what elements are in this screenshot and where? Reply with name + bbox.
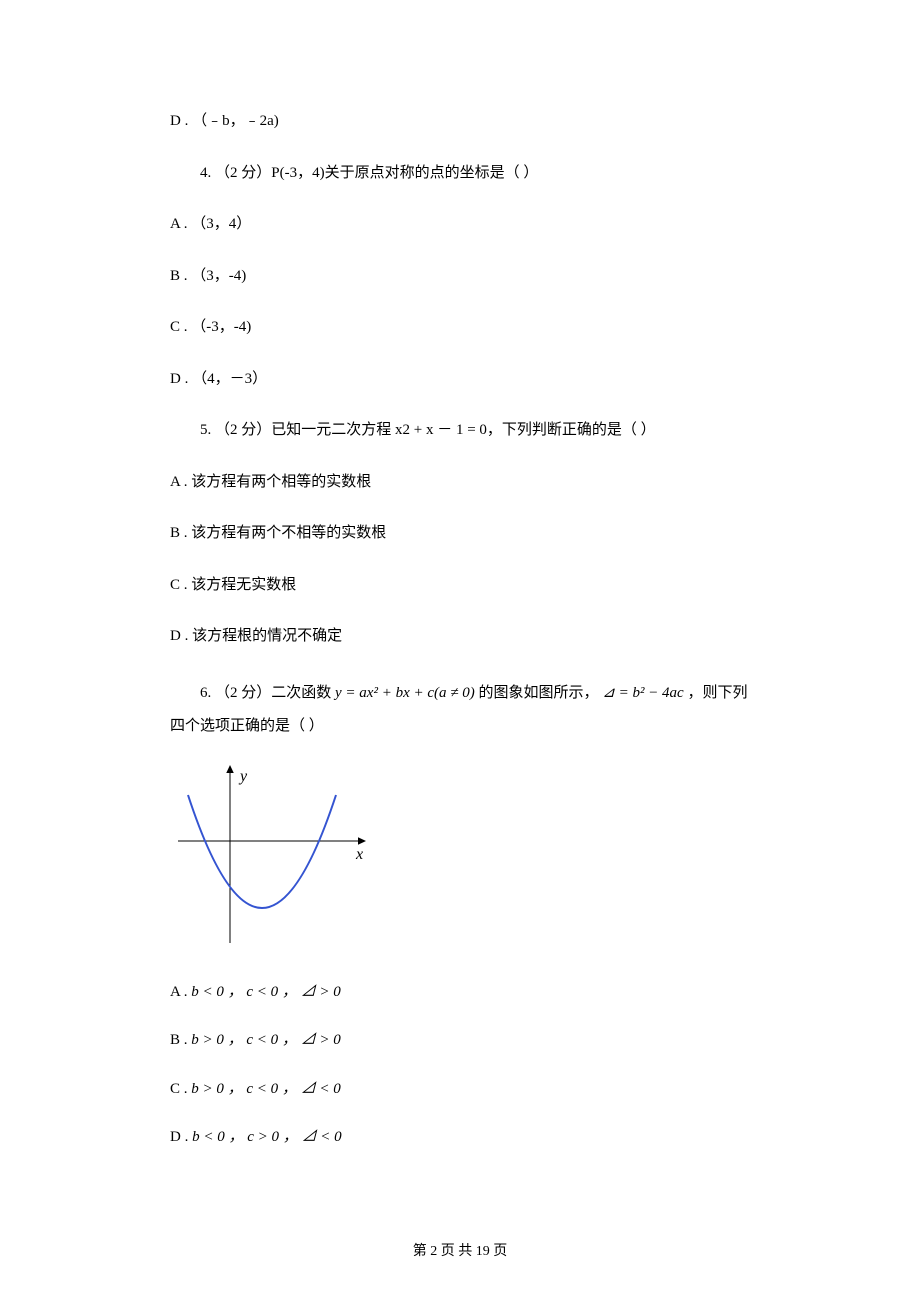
q6-stem-line2: 四个选项正确的是（ ） bbox=[170, 710, 790, 743]
q6-stem-post: ，则下列 bbox=[684, 685, 748, 701]
q6-c-pre: C . bbox=[170, 1081, 191, 1097]
q4-option-d: D . （4，－3） bbox=[170, 368, 790, 391]
q6-b-formula: b > 0 ， c < 0 ， ⊿ > 0 bbox=[191, 1032, 341, 1048]
q6-stem-mid: 的图象如图所示， bbox=[475, 685, 603, 701]
parabola-svg: yx bbox=[170, 761, 370, 951]
q4-option-a: A . （3，4） bbox=[170, 213, 790, 236]
q6-option-c: C . b > 0 ， c < 0 ， ⊿ < 0 bbox=[170, 1078, 790, 1101]
q6-option-b: B . b > 0 ， c < 0 ， ⊿ > 0 bbox=[170, 1029, 790, 1052]
q3-option-d: D . （﹣b，﹣2a) bbox=[170, 110, 790, 133]
q6-stem: 6. （2 分）二次函数 y = ax² + bx + c(a ≠ 0) 的图象… bbox=[170, 677, 790, 743]
q6-option-a: A . b < 0 ， c < 0 ， ⊿ > 0 bbox=[170, 981, 790, 1004]
q6-d-pre: D . bbox=[170, 1129, 192, 1145]
q6-a-formula: b < 0 ， c < 0 ， ⊿ > 0 bbox=[191, 984, 341, 1000]
q5-option-c: C . 该方程无实数根 bbox=[170, 574, 790, 597]
q5-option-a: A . 该方程有两个相等的实数根 bbox=[170, 471, 790, 494]
q6-b-pre: B . bbox=[170, 1032, 191, 1048]
q5-stem: 5. （2 分）已知一元二次方程 x2 + x － 1 = 0，下列判断正确的是… bbox=[170, 419, 790, 442]
q6-c-formula: b > 0 ， c < 0 ， ⊿ < 0 bbox=[191, 1081, 341, 1097]
q6-a-pre: A . bbox=[170, 984, 191, 1000]
svg-text:y: y bbox=[238, 768, 248, 785]
q6-option-d: D . b < 0 ， c > 0 ， ⊿ < 0 bbox=[170, 1126, 790, 1149]
svg-text:x: x bbox=[355, 846, 363, 863]
page-footer: 第 2 页 共 19 页 bbox=[0, 1241, 920, 1262]
q6-formula-2: ⊿ = b² − 4ac bbox=[602, 685, 683, 701]
q4-option-c: C . （-3，-4) bbox=[170, 316, 790, 339]
page: D . （﹣b，﹣2a) 4. （2 分）P(-3，4)关于原点对称的点的坐标是… bbox=[0, 0, 920, 1302]
q4-stem: 4. （2 分）P(-3，4)关于原点对称的点的坐标是（ ） bbox=[170, 162, 790, 185]
q5-option-b: B . 该方程有两个不相等的实数根 bbox=[170, 522, 790, 545]
q4-option-b: B . （3，-4) bbox=[170, 265, 790, 288]
parabola-chart: yx bbox=[170, 761, 790, 951]
q6-formula-1: y = ax² + bx + c(a ≠ 0) bbox=[335, 685, 475, 701]
q6-stem-pre: 6. （2 分）二次函数 bbox=[200, 685, 335, 701]
q6-d-formula: b < 0 ， c > 0 ， ⊿ < 0 bbox=[192, 1129, 342, 1145]
q5-option-d: D . 该方程根的情况不确定 bbox=[170, 625, 790, 648]
